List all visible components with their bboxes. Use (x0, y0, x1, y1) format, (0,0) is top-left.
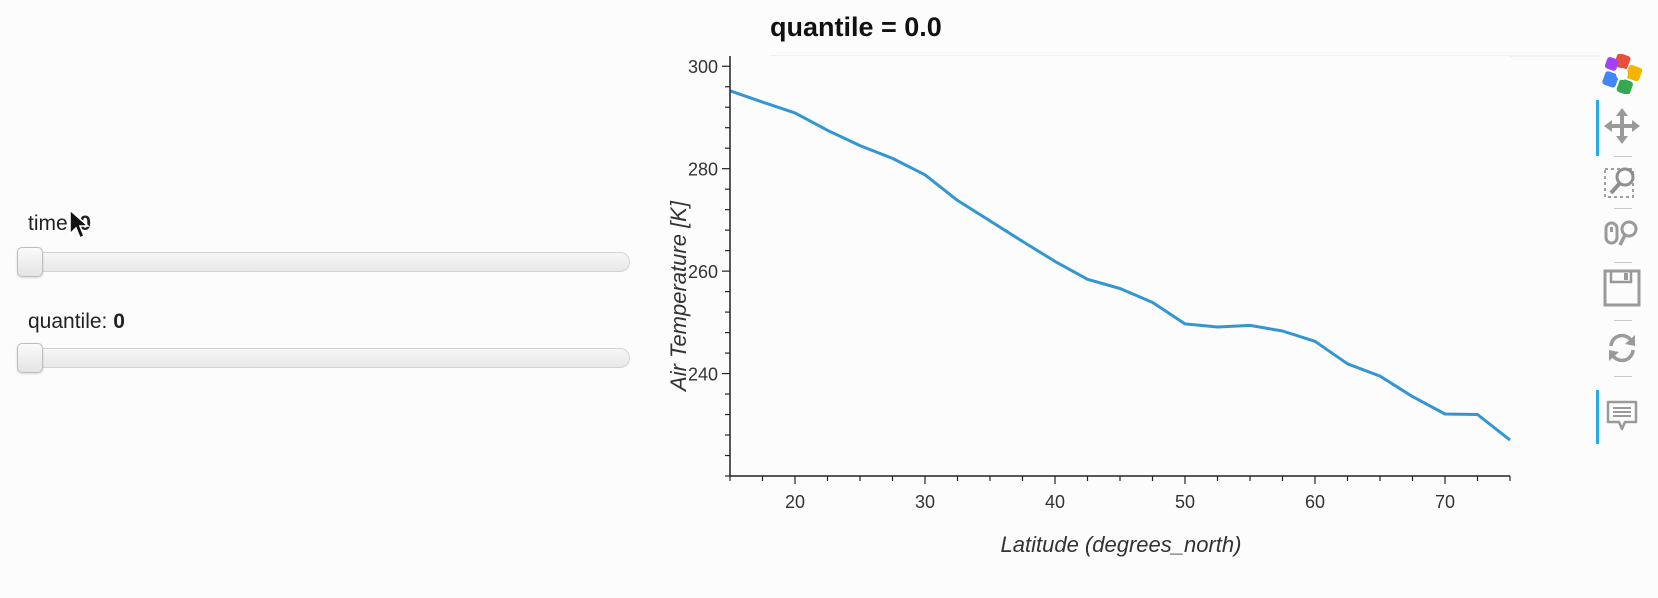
x-axis-label: Latitude (degrees_north) (1001, 532, 1242, 557)
series-line[interactable] (729, 89, 1511, 442)
time-slider-widget: time: 0 (17, 208, 630, 278)
bokeh-logo-icon (1602, 54, 1642, 94)
hover-icon (1606, 400, 1638, 431)
y-tick-label: 280 (688, 160, 718, 180)
hover-tool-active-indicator (1596, 390, 1599, 444)
toolbar-separator (1614, 262, 1632, 263)
plot-background (730, 56, 1510, 476)
wheel-zoom-tool-button[interactable] (1596, 212, 1648, 256)
pan-icon (1604, 108, 1640, 144)
time-slider-handle[interactable] (17, 247, 43, 277)
bokeh-logo-button[interactable] (1596, 52, 1648, 96)
plot-area[interactable] (729, 56, 1511, 476)
x-axis: 20 30 40 50 60 70 (729, 475, 1511, 512)
x-tick-label: 60 (1305, 492, 1325, 512)
mouse-cursor-icon (69, 208, 90, 240)
x-tick-label: 40 (1045, 492, 1065, 512)
line-chart: 240 260 280 300 20 30 40 50 60 70 Air Temperatur… (666, 55, 1600, 557)
quantile-label-text: quantile: (28, 310, 114, 333)
wheel-zoom-icon (1604, 220, 1638, 246)
plot-toolbar (1596, 52, 1648, 472)
x-tick-label: 30 (915, 492, 935, 512)
quantile-slider-widget: quantile: 0 (17, 306, 630, 376)
y-axis-label: Air Temperature [K] (666, 200, 691, 393)
x-tick-label: 70 (1435, 492, 1455, 512)
x-tick-label: 50 (1175, 492, 1195, 512)
reset-icon (1609, 333, 1635, 363)
y-tick-label: 240 (688, 365, 718, 385)
toolbar-separator (1614, 320, 1632, 321)
box-zoom-tool-button[interactable] (1596, 160, 1648, 204)
pan-tool-active-indicator (1596, 100, 1599, 156)
x-tick-label: 20 (785, 492, 805, 512)
y-tick-label: 300 (688, 57, 718, 77)
toolbar-separator (1614, 156, 1632, 157)
y-axis: 240 260 280 300 (688, 56, 731, 477)
time-slider-track[interactable] (17, 247, 630, 277)
reset-tool-button[interactable] (1596, 326, 1648, 370)
pan-tool-button[interactable] (1596, 104, 1648, 148)
hover-tool-button[interactable] (1596, 394, 1648, 438)
save-tool-button[interactable] (1596, 266, 1648, 310)
plot-title: quantile = 0.0 (770, 12, 942, 42)
quantile-slider-handle[interactable] (17, 343, 43, 373)
toolbar-separator (1614, 208, 1632, 209)
y-tick-label: 260 (688, 262, 718, 282)
time-label-text: time: (28, 212, 80, 235)
save-icon (1603, 269, 1641, 307)
quantile-value: 0 (113, 310, 125, 333)
toolbar-separator (1614, 376, 1632, 377)
box-zoom-icon (1604, 167, 1635, 198)
quantile-slider-track[interactable] (17, 343, 630, 373)
quantile-slider-label: quantile: 0 (28, 310, 125, 334)
